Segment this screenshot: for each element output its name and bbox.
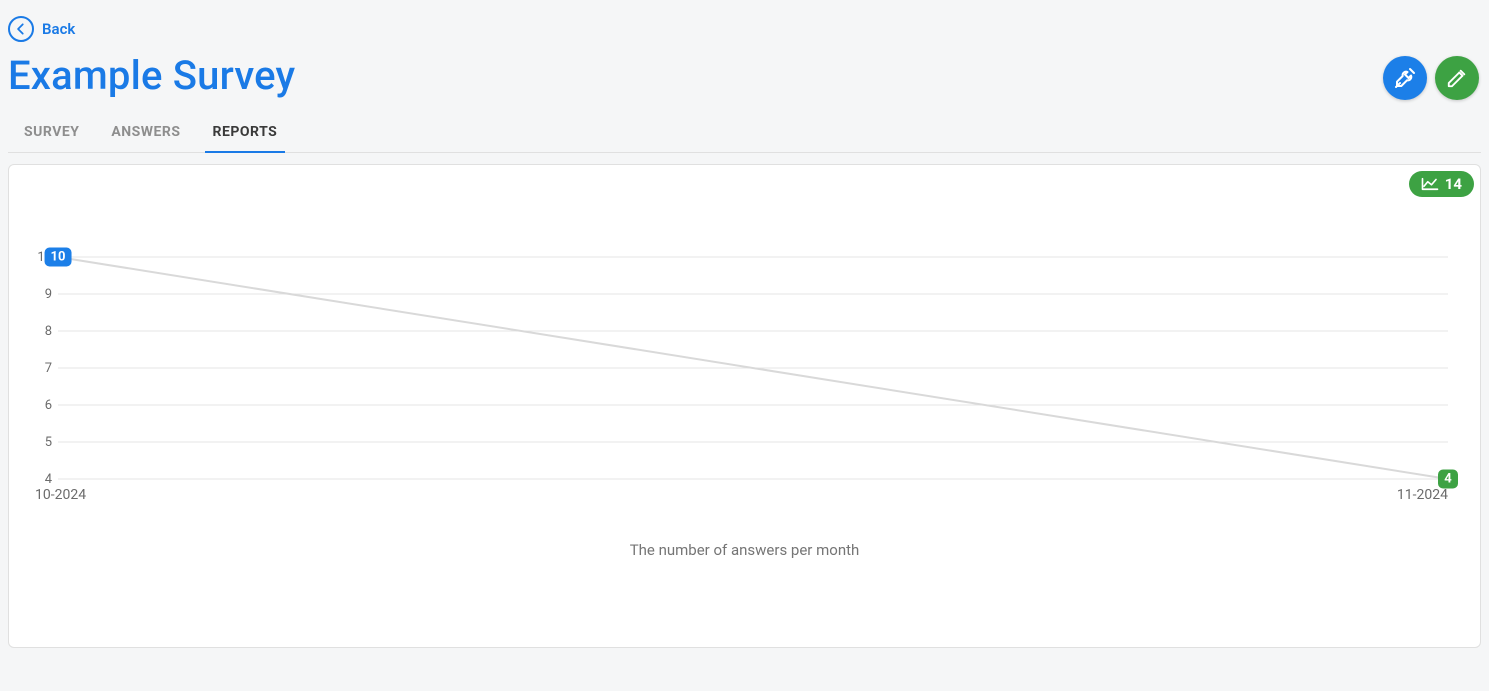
tab-reports[interactable]: REPORTS bbox=[213, 118, 278, 152]
y-tick-label: 9 bbox=[45, 287, 52, 302]
page-title: Example Survey bbox=[8, 52, 295, 99]
line-chart-icon bbox=[1421, 177, 1439, 191]
tab-survey[interactable]: SURVEY bbox=[24, 118, 79, 152]
report-card: 14 4567891010-202411-2024 104 The number… bbox=[8, 164, 1481, 648]
y-tick-label: 5 bbox=[45, 435, 52, 450]
y-tick-label: 8 bbox=[45, 324, 52, 339]
chart-caption: The number of answers per month bbox=[17, 541, 1472, 559]
chart-total-value: 14 bbox=[1445, 175, 1462, 193]
y-tick-label: 7 bbox=[45, 361, 52, 376]
pencil-icon bbox=[1446, 67, 1468, 89]
tools-button[interactable] bbox=[1383, 56, 1427, 100]
y-tick-label: 4 bbox=[45, 472, 53, 487]
x-tick-label: 10-2024 bbox=[35, 487, 86, 503]
tools-icon bbox=[1393, 66, 1417, 90]
arrow-left-icon bbox=[14, 22, 28, 36]
edit-button[interactable] bbox=[1435, 56, 1479, 100]
x-tick-label: 11-2024 bbox=[1397, 487, 1448, 503]
tab-answers[interactable]: ANSWERS bbox=[111, 118, 180, 152]
back-button[interactable] bbox=[8, 16, 34, 42]
chart-total-badge[interactable]: 14 bbox=[1409, 171, 1474, 197]
back-label[interactable]: Back bbox=[42, 20, 75, 38]
y-tick-label: 6 bbox=[45, 398, 52, 413]
y-tick-label: 10 bbox=[37, 250, 52, 265]
